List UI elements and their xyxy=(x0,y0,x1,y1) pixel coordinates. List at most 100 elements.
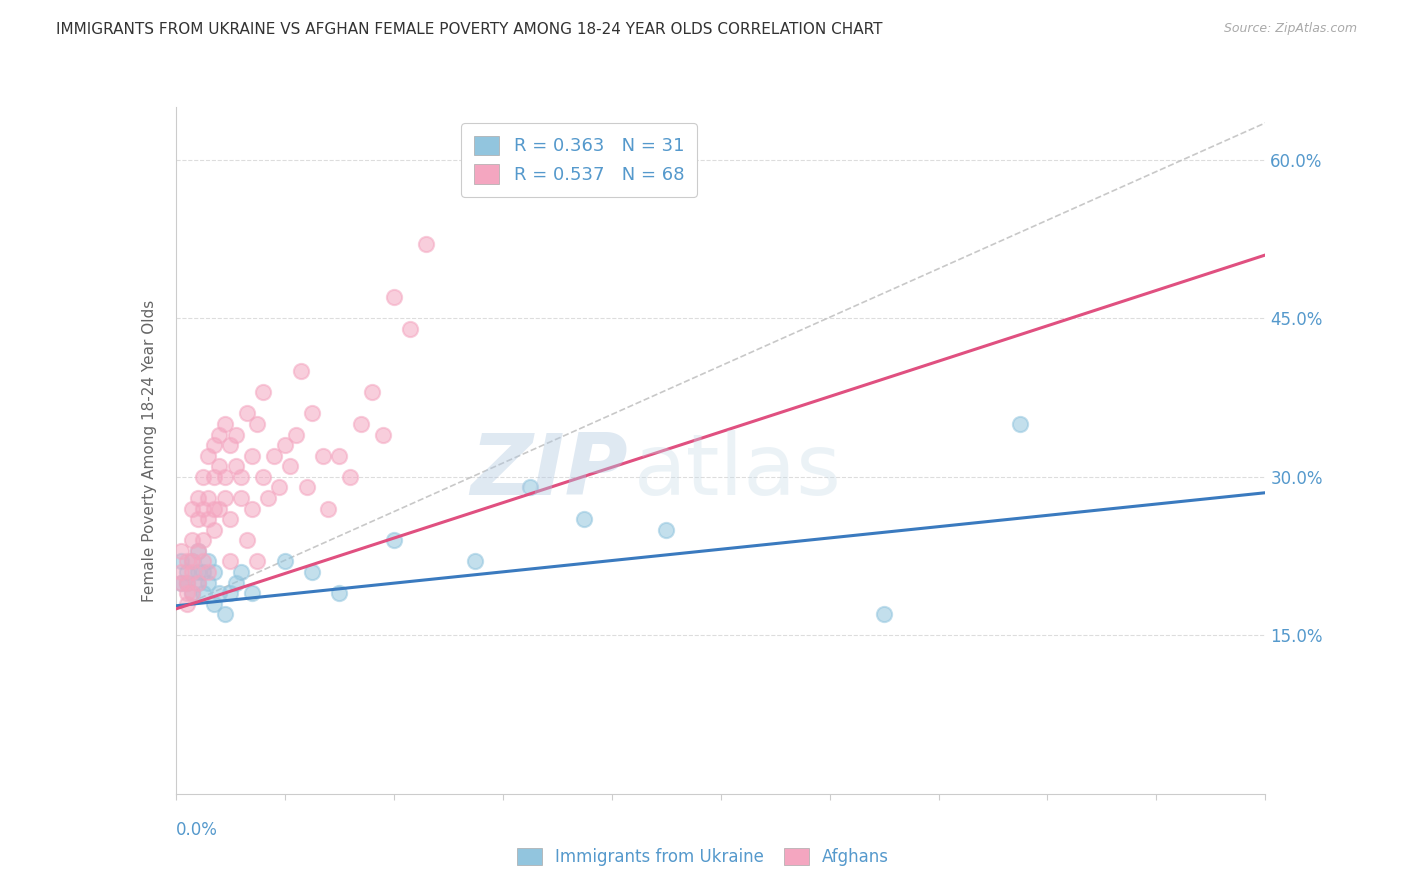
Point xyxy=(399,322,422,336)
Point xyxy=(186,512,209,526)
Point xyxy=(170,575,193,590)
Point xyxy=(240,449,263,463)
Point xyxy=(214,417,236,431)
Point xyxy=(202,470,225,484)
Point xyxy=(257,491,280,505)
Point xyxy=(284,427,307,442)
Point xyxy=(350,417,373,431)
Point xyxy=(328,449,350,463)
Point xyxy=(328,586,350,600)
Text: 0.0%: 0.0% xyxy=(176,822,218,839)
Point xyxy=(231,470,253,484)
Point xyxy=(191,501,214,516)
Point xyxy=(197,554,219,568)
Point xyxy=(301,407,323,421)
Point xyxy=(191,470,214,484)
Point xyxy=(186,565,209,579)
Point xyxy=(186,575,209,590)
Point xyxy=(170,565,193,579)
Point xyxy=(274,438,297,452)
Point xyxy=(181,554,204,568)
Text: Source: ZipAtlas.com: Source: ZipAtlas.com xyxy=(1223,22,1357,36)
Point xyxy=(181,586,204,600)
Point xyxy=(191,565,214,579)
Point xyxy=(464,554,486,568)
Point xyxy=(235,407,257,421)
Point xyxy=(235,533,257,548)
Point xyxy=(202,597,225,611)
Point xyxy=(186,544,209,558)
Point xyxy=(214,607,236,622)
Point xyxy=(197,491,219,505)
Point xyxy=(318,501,340,516)
Point xyxy=(170,544,193,558)
Point xyxy=(191,586,214,600)
Point xyxy=(214,491,236,505)
Point xyxy=(225,427,247,442)
Point xyxy=(1010,417,1032,431)
Point xyxy=(240,501,263,516)
Point xyxy=(197,575,219,590)
Point xyxy=(176,575,198,590)
Point xyxy=(382,290,405,304)
Point xyxy=(225,459,247,474)
Point xyxy=(197,449,219,463)
Point xyxy=(170,554,193,568)
Point xyxy=(191,533,214,548)
Legend: R = 0.363   N = 31, R = 0.537   N = 68: R = 0.363 N = 31, R = 0.537 N = 68 xyxy=(461,123,696,197)
Point xyxy=(295,480,318,494)
Point xyxy=(219,586,242,600)
Text: IMMIGRANTS FROM UKRAINE VS AFGHAN FEMALE POVERTY AMONG 18-24 YEAR OLDS CORRELATI: IMMIGRANTS FROM UKRAINE VS AFGHAN FEMALE… xyxy=(56,22,883,37)
Point xyxy=(208,427,231,442)
Point xyxy=(274,554,297,568)
Point xyxy=(197,512,219,526)
Point xyxy=(219,512,242,526)
Point xyxy=(181,586,204,600)
Point xyxy=(202,523,225,537)
Point xyxy=(181,533,204,548)
Point xyxy=(202,565,225,579)
Point xyxy=(360,385,382,400)
Point xyxy=(278,459,301,474)
Point xyxy=(873,607,896,622)
Point xyxy=(269,480,291,494)
Point xyxy=(371,427,394,442)
Point xyxy=(208,501,231,516)
Point xyxy=(225,575,247,590)
Point xyxy=(208,459,231,474)
Y-axis label: Female Poverty Among 18-24 Year Olds: Female Poverty Among 18-24 Year Olds xyxy=(142,300,157,601)
Point xyxy=(181,565,204,579)
Text: ZIP: ZIP xyxy=(471,430,628,513)
Point xyxy=(339,470,361,484)
Point xyxy=(655,523,678,537)
Point xyxy=(176,575,198,590)
Point xyxy=(246,417,269,431)
Point xyxy=(382,533,405,548)
Point xyxy=(263,449,285,463)
Point xyxy=(176,565,198,579)
Point xyxy=(176,554,198,568)
Point xyxy=(415,237,437,252)
Point xyxy=(246,554,269,568)
Point xyxy=(170,575,193,590)
Legend: Immigrants from Ukraine, Afghans: Immigrants from Ukraine, Afghans xyxy=(510,841,896,873)
Point xyxy=(197,565,219,579)
Point xyxy=(240,586,263,600)
Point xyxy=(181,501,204,516)
Point xyxy=(231,565,253,579)
Point xyxy=(181,554,204,568)
Point xyxy=(219,554,242,568)
Point xyxy=(312,449,335,463)
Point xyxy=(176,597,198,611)
Point xyxy=(176,586,198,600)
Point xyxy=(202,501,225,516)
Point xyxy=(186,575,209,590)
Point xyxy=(186,544,209,558)
Point xyxy=(186,491,209,505)
Point xyxy=(214,470,236,484)
Point xyxy=(208,586,231,600)
Point xyxy=(219,438,242,452)
Text: atlas: atlas xyxy=(633,430,841,513)
Point xyxy=(290,364,312,378)
Point xyxy=(519,480,541,494)
